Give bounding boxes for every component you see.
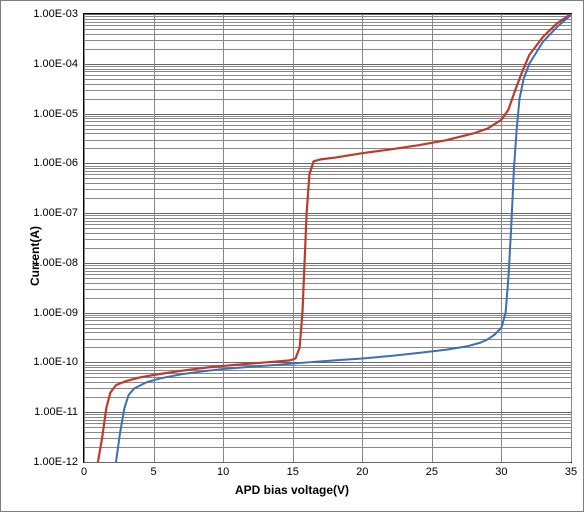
series-red: [98, 14, 571, 462]
x-tick-label: 5: [151, 466, 157, 478]
x-tick-label: 30: [495, 466, 507, 478]
x-tick-label: 35: [565, 466, 577, 478]
y-tick-label: 1.00E-07: [33, 207, 78, 219]
x-tick-label: 25: [426, 466, 438, 478]
plot-area: 1.00E-121.00E-111.00E-101.00E-091.00E-08…: [83, 13, 572, 463]
chart-frame: Current(A) 1.00E-121.00E-111.00E-101.00E…: [0, 0, 584, 512]
y-tick-label: 1.00E-04: [33, 58, 78, 70]
y-tick-label: 1.00E-12: [33, 456, 78, 468]
x-tick-label: 0: [81, 466, 87, 478]
y-tick-label: 1.00E-11: [34, 406, 78, 418]
series-blue: [116, 15, 571, 462]
y-tick-label: 1.00E-05: [33, 108, 78, 120]
x-tick-label: 10: [217, 466, 229, 478]
y-tick-label: 1.00E-03: [33, 8, 78, 20]
y-tick-label: 1.00E-09: [33, 307, 78, 319]
series-layer: [84, 14, 571, 462]
y-tick-label: 1.00E-10: [33, 356, 78, 368]
y-tick-label: 1.00E-06: [33, 157, 78, 169]
x-tick-label: 15: [287, 466, 299, 478]
x-axis-label: APD bias voltage(V): [1, 483, 583, 497]
y-tick-label: 1.00E-08: [33, 257, 78, 269]
x-tick-label: 20: [356, 466, 368, 478]
